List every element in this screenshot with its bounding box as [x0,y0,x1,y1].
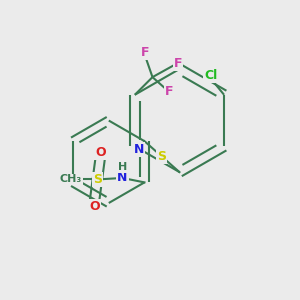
Text: CH₃: CH₃ [60,174,82,184]
Text: F: F [174,57,182,70]
Text: N: N [117,172,128,184]
Text: O: O [89,200,100,213]
Text: S: S [93,173,102,186]
Text: O: O [95,146,106,159]
Text: S: S [158,150,166,163]
Text: H: H [118,162,127,172]
Text: F: F [141,46,149,59]
Text: Cl: Cl [204,69,218,82]
Text: F: F [165,85,174,98]
Text: N: N [134,143,144,156]
